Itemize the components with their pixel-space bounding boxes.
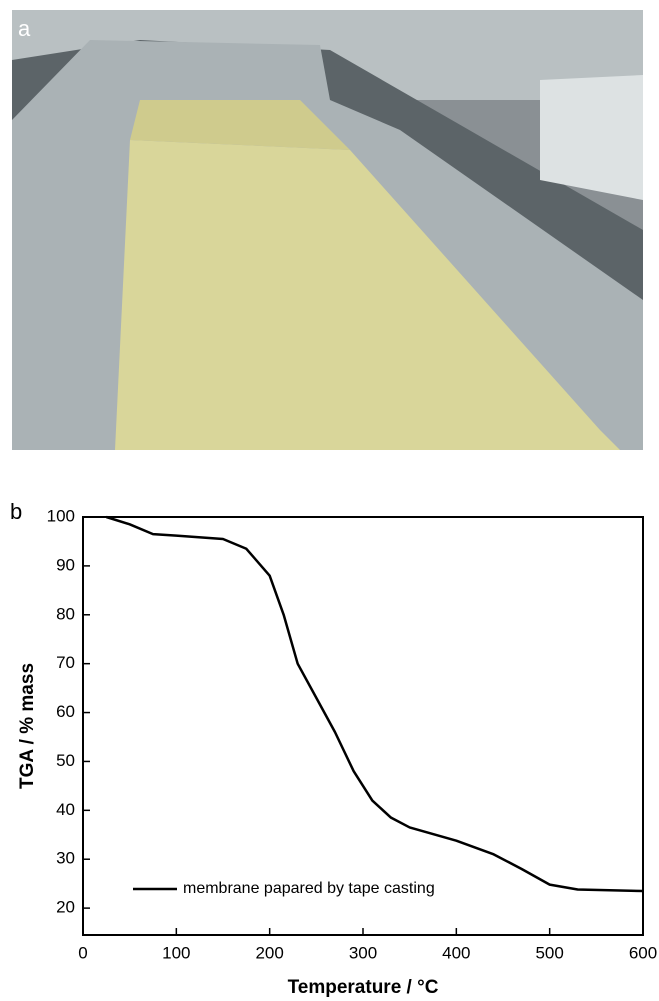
y-tick-label: 100 bbox=[47, 506, 75, 525]
y-tick-label: 30 bbox=[56, 849, 75, 868]
y-tick-label: 50 bbox=[56, 751, 75, 770]
x-tick-label: 600 bbox=[629, 943, 657, 962]
photo-membrane bbox=[115, 140, 620, 450]
photo: a bbox=[12, 10, 643, 450]
x-tick-label: 100 bbox=[162, 943, 190, 962]
photo-membrane-far bbox=[130, 100, 350, 150]
panel-label: a bbox=[18, 16, 31, 41]
y-tick-label: 40 bbox=[56, 800, 75, 819]
plot: 20 30 40 50 60 70 80 90 100 0 100 200 300 400 500 600 me… bbox=[47, 506, 658, 962]
y-tick-label: 90 bbox=[56, 555, 75, 574]
y-tick-label: 80 bbox=[56, 604, 75, 623]
y-tick-label: 20 bbox=[56, 898, 75, 917]
x-axis-title: Temperature / °C bbox=[288, 977, 439, 998]
x-tick-label: 0 bbox=[78, 943, 87, 962]
x-tick-label: 200 bbox=[255, 943, 283, 962]
plot-frame bbox=[82, 516, 644, 936]
photo-box bbox=[540, 75, 643, 200]
y-axis-title: TGA / % mass bbox=[17, 663, 38, 789]
x-tick-label: 300 bbox=[349, 943, 377, 962]
data-line bbox=[105, 515, 644, 893]
x-tick-label: 500 bbox=[535, 943, 563, 962]
legend-label: membrane papared by tape casting bbox=[183, 880, 435, 897]
y-tick-label: 60 bbox=[56, 702, 75, 721]
panel-label: b bbox=[10, 499, 22, 524]
x-tick-label: 400 bbox=[442, 943, 470, 962]
y-tick-label: 70 bbox=[56, 653, 75, 672]
